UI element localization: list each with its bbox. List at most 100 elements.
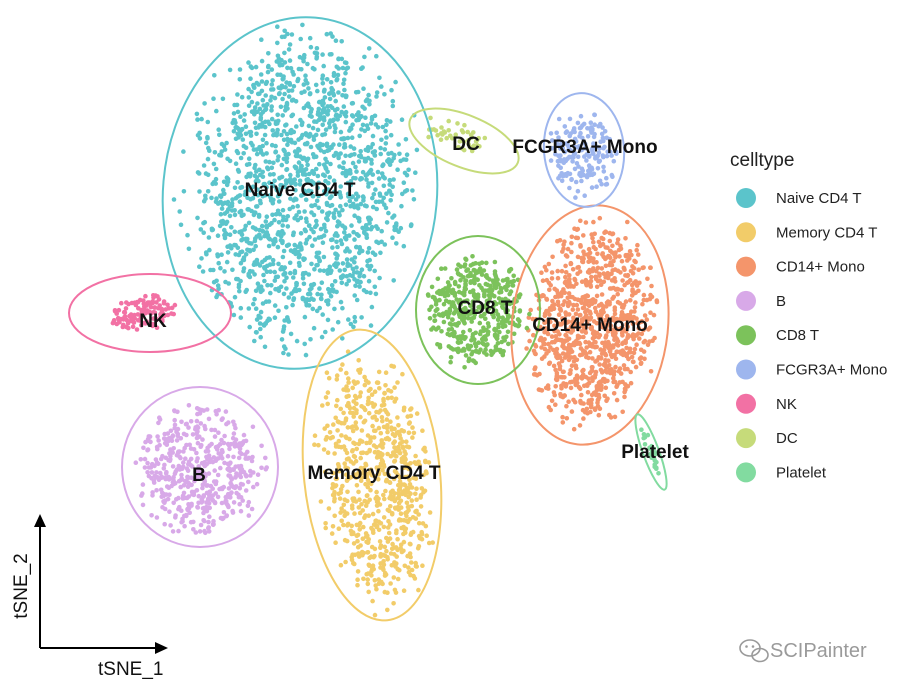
point <box>336 56 341 62</box>
point <box>381 462 387 468</box>
point <box>581 233 586 238</box>
point <box>282 148 287 154</box>
point <box>374 53 379 59</box>
point <box>335 397 340 403</box>
point <box>260 152 266 157</box>
point <box>609 172 615 178</box>
point <box>352 511 357 516</box>
point <box>384 535 389 541</box>
point <box>122 315 127 320</box>
point <box>247 161 252 167</box>
point <box>396 447 402 453</box>
point <box>382 391 387 396</box>
point <box>343 119 349 125</box>
point <box>504 334 509 340</box>
point <box>622 267 627 273</box>
point <box>292 247 298 253</box>
point <box>334 64 340 70</box>
point <box>202 101 207 106</box>
legend-title: celltype <box>730 150 794 171</box>
point <box>403 526 409 532</box>
point <box>370 133 376 139</box>
point <box>140 482 146 487</box>
point <box>485 342 490 347</box>
point <box>211 279 217 285</box>
point <box>309 114 314 119</box>
point <box>374 586 379 592</box>
point <box>316 180 322 186</box>
point <box>628 369 633 375</box>
point <box>116 318 122 323</box>
point <box>349 425 354 430</box>
point <box>150 462 155 467</box>
point <box>401 405 407 411</box>
point <box>277 61 282 66</box>
point <box>302 227 308 232</box>
point <box>383 370 389 376</box>
point <box>346 380 351 385</box>
point <box>439 125 444 130</box>
point <box>211 161 217 167</box>
point <box>337 268 343 273</box>
point <box>493 275 499 280</box>
point <box>431 325 436 331</box>
point <box>581 367 586 373</box>
point <box>377 539 383 544</box>
point <box>331 117 337 123</box>
point <box>527 311 532 317</box>
point <box>349 135 355 140</box>
point <box>600 325 605 330</box>
point <box>273 212 279 217</box>
point <box>547 312 552 317</box>
point <box>373 583 379 588</box>
point <box>555 238 560 244</box>
point <box>363 378 369 383</box>
point <box>338 487 344 492</box>
point <box>633 290 638 296</box>
point <box>633 300 638 305</box>
point <box>378 145 383 151</box>
point <box>323 228 329 234</box>
point <box>295 217 301 223</box>
point <box>618 270 623 275</box>
point <box>338 151 343 156</box>
point <box>351 405 357 411</box>
point <box>455 339 461 345</box>
point <box>354 533 360 539</box>
point <box>288 331 294 337</box>
point <box>232 102 237 108</box>
point <box>624 323 629 328</box>
point <box>381 398 386 404</box>
point <box>280 84 286 90</box>
point <box>270 212 275 218</box>
point <box>221 515 226 521</box>
point <box>325 169 330 175</box>
point <box>355 551 361 557</box>
point <box>232 422 237 428</box>
point <box>249 458 255 464</box>
point <box>423 458 428 464</box>
point <box>344 274 350 279</box>
point <box>320 240 326 245</box>
point <box>178 436 184 441</box>
point <box>314 218 319 224</box>
point <box>179 472 184 478</box>
point <box>594 320 600 326</box>
point <box>287 58 293 63</box>
point <box>330 434 336 440</box>
point <box>225 244 230 249</box>
point <box>201 493 207 498</box>
point <box>329 52 334 57</box>
point <box>243 252 249 257</box>
point <box>633 364 639 370</box>
point <box>357 250 362 256</box>
point <box>625 219 630 225</box>
point <box>626 279 631 285</box>
point <box>286 295 292 300</box>
point <box>574 281 579 287</box>
point <box>215 292 220 298</box>
cluster-label-b: B <box>192 465 206 486</box>
point <box>345 466 351 471</box>
point <box>374 94 379 99</box>
point <box>207 247 212 253</box>
